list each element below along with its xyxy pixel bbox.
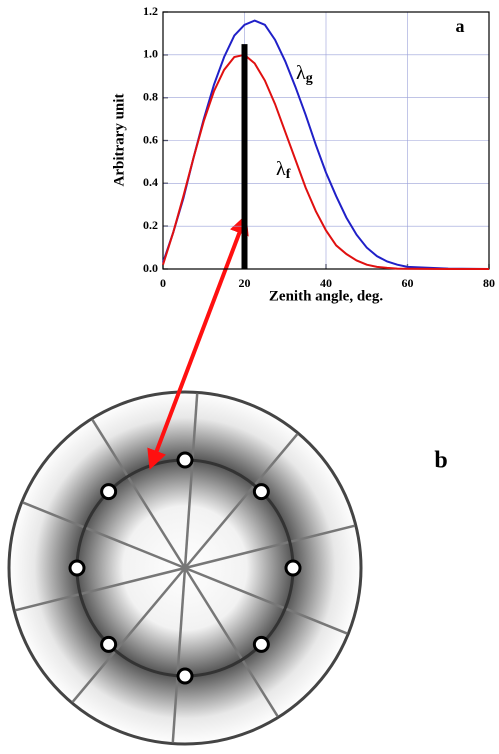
station — [100, 635, 118, 653]
x-tick-label: 80 — [483, 276, 495, 290]
series-label: λf — [276, 158, 291, 183]
station — [176, 667, 194, 685]
x-tick-label: 20 — [239, 276, 251, 290]
y-tick-label: 0.2 — [143, 218, 158, 232]
spoke — [183, 567, 279, 718]
spoke — [184, 524, 356, 570]
station — [284, 559, 302, 577]
y-tick-label: 0.4 — [143, 175, 158, 189]
y-tick-label: 0.6 — [143, 132, 158, 146]
y-tick-label: 0.0 — [143, 261, 158, 275]
spokes — [14, 393, 356, 743]
y-tick-label: 0.8 — [143, 89, 158, 103]
detector-diagram — [7, 390, 363, 746]
spoke — [22, 501, 186, 570]
y-tick-label: 1.2 — [143, 4, 158, 18]
spoke — [14, 566, 186, 612]
spoke — [184, 566, 348, 635]
series-line — [162, 19, 490, 270]
station — [68, 559, 86, 577]
station — [252, 635, 270, 653]
panel-label: a — [456, 16, 465, 36]
x-tick-label: 40 — [320, 276, 332, 290]
station — [176, 451, 194, 469]
spoke — [184, 433, 299, 569]
x-tick-label: 60 — [402, 276, 414, 290]
series-label: λg — [296, 62, 313, 87]
panel-label: b — [434, 448, 447, 474]
series-line — [162, 53, 489, 270]
spoke — [171, 567, 187, 743]
spoke — [71, 567, 186, 703]
station — [100, 483, 118, 501]
stations — [68, 451, 302, 685]
angle-bar — [241, 44, 248, 269]
x-tick-label: 0 — [160, 276, 166, 290]
y-axis-label: Arbitrary unit — [111, 94, 127, 187]
spoke — [91, 418, 187, 569]
plot-frame — [162, 11, 490, 270]
x-axis-label: Zenith angle, deg. — [269, 288, 383, 304]
station — [252, 483, 270, 501]
y-tick-label: 1.0 — [143, 47, 158, 61]
link-arrow — [147, 214, 249, 470]
